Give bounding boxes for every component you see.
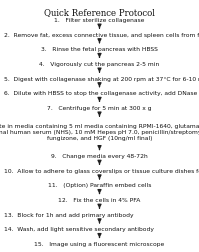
- Text: 15.   Image using a fluorescent microscope: 15. Image using a fluorescent microscope: [34, 241, 165, 246]
- Text: 4.   Vigorously cut the pancreas 2-5 min: 4. Vigorously cut the pancreas 2-5 min: [39, 62, 160, 67]
- Text: Quick Reference Protocol: Quick Reference Protocol: [44, 8, 155, 17]
- Text: 6.  Dilute with HBSS to stop the collagenase activity, add DNase: 6. Dilute with HBSS to stop the collagen…: [4, 91, 197, 96]
- Text: 13.  Block for 1h and add primary antibody: 13. Block for 1h and add primary antibod…: [4, 212, 134, 217]
- Text: 14.  Wash, add light sensitive secondary antibody: 14. Wash, add light sensitive secondary …: [4, 227, 154, 231]
- Text: 2.  Remove fat, excess connective tissue, and spleen cells from fetal pancreas: 2. Remove fat, excess connective tissue,…: [4, 33, 199, 37]
- Text: 9.   Change media every 48-72h: 9. Change media every 48-72h: [51, 153, 148, 159]
- Text: 5.  Digest with collagenase shaking at 200 rpm at 37°C for 6-10 min: 5. Digest with collagenase shaking at 20…: [4, 76, 199, 81]
- Text: 10.  Allow to adhere to glass coverslips or tissue culture dishes for 24 hours: 10. Allow to adhere to glass coverslips …: [4, 168, 199, 173]
- Text: 11.   (Option) Paraffin embed cells: 11. (Option) Paraffin embed cells: [48, 183, 151, 188]
- Text: 8.   Plate in media containing 5 ml media containing RPMI-1640, glutamax, 10%
no: 8. Plate in media containing 5 ml media …: [0, 123, 199, 141]
- Text: 7.   Centrifuge for 5 min at 300 x g: 7. Centrifuge for 5 min at 300 x g: [47, 105, 152, 110]
- Text: 3.   Rinse the fetal pancreas with HBSS: 3. Rinse the fetal pancreas with HBSS: [41, 47, 158, 52]
- Text: 1.   Filter sterilize collagenase: 1. Filter sterilize collagenase: [54, 18, 145, 23]
- Text: 12.   Fix the cells in 4% PFA: 12. Fix the cells in 4% PFA: [58, 197, 141, 202]
